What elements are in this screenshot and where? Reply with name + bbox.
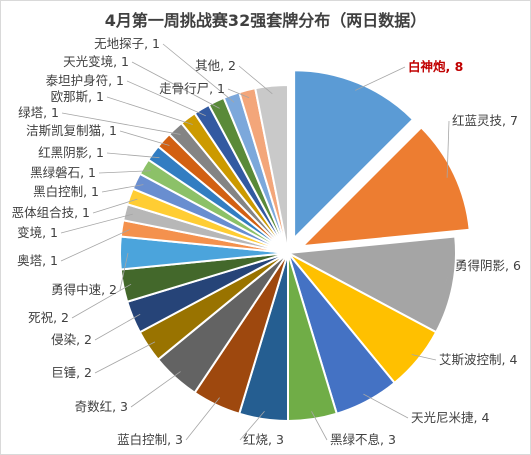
pie-slice <box>299 125 471 248</box>
slice-label: 勇得中速, 2 <box>51 282 117 297</box>
slice-label: 泰坦护身符, 1 <box>46 73 124 88</box>
leader-line <box>71 283 132 319</box>
leader-line <box>162 43 235 103</box>
slice-label: 红黑阴影, 1 <box>38 145 104 160</box>
slice-label: 欧那斯, 1 <box>51 89 104 104</box>
slice-label: 黑绿磐石, 1 <box>30 165 96 180</box>
leader-line <box>311 411 328 441</box>
leader-line <box>119 252 129 291</box>
slice-label: 天光变境, 1 <box>63 54 129 69</box>
pie-slice <box>284 235 457 334</box>
leader-line <box>94 341 156 374</box>
leader-line <box>355 66 406 91</box>
leader-line <box>239 411 265 441</box>
slice-label: 天光尼米捷, 4 <box>411 410 489 425</box>
leader-line <box>60 229 130 262</box>
leader-line <box>131 61 220 109</box>
slice-label: 红蓝灵技, 7 <box>452 113 518 128</box>
leader-line <box>126 80 206 117</box>
slice-label: 死祝, 2 <box>28 310 69 325</box>
slice-label: 红烧, 3 <box>243 432 284 447</box>
slice-label: 黑白控制, 1 <box>33 184 99 199</box>
leader-line <box>106 152 160 159</box>
slice-label: 蓝白控制, 3 <box>117 432 183 447</box>
slice-label: 奥塔, 1 <box>17 253 58 268</box>
pie-slice <box>254 83 289 254</box>
slice-label: 白神炮, 8 <box>408 59 463 74</box>
leader-line <box>444 265 453 285</box>
slice-label: 其他, 2 <box>195 58 236 73</box>
slice-label: 侵染, 2 <box>51 332 92 347</box>
leader-line <box>94 313 141 341</box>
leader-line <box>106 96 193 125</box>
leader-line <box>185 397 220 441</box>
slice-label: 走骨行尸, 1 <box>159 81 225 96</box>
leader-line <box>238 65 273 95</box>
leader-line <box>446 120 450 178</box>
leader-line <box>98 170 151 174</box>
slice-label: 巨锤, 2 <box>51 365 92 380</box>
slice-label: 无地探子, 1 <box>94 36 160 51</box>
leader-line <box>411 354 437 361</box>
pie-slice <box>293 69 415 241</box>
slice-label: 绿塔, 1 <box>18 105 59 120</box>
chart-title: 4月第一周挑战赛32强套牌分布（两日数据） <box>104 11 427 30</box>
leader-line <box>363 393 409 419</box>
leader-line <box>60 213 133 234</box>
slice-label: 洁斯凯复制猫, 1 <box>26 123 117 138</box>
slice-label: 变境, 1 <box>17 225 58 240</box>
leader-line <box>101 184 144 193</box>
slice-label: 艾斯波控制, 4 <box>439 352 517 367</box>
leader-line <box>61 112 181 135</box>
slice-label: 勇得阴影, 6 <box>455 258 521 273</box>
leader-line <box>119 130 170 146</box>
slice-label: 恶体组合技, 1 <box>12 205 90 220</box>
leader-line <box>92 198 138 214</box>
slice-label: 奇数红, 3 <box>75 399 128 414</box>
slice-label: 黑绿不息, 3 <box>330 432 396 447</box>
leader-line <box>227 88 250 99</box>
leader-line <box>130 371 181 408</box>
